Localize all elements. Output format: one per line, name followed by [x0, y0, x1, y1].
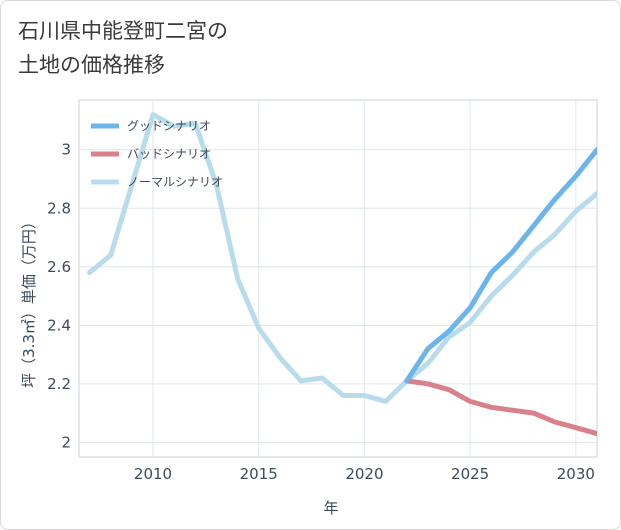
series-lines	[87, 112, 597, 437]
legend-label-0: グッドシナリオ	[127, 119, 211, 133]
y-tick-label: 2.8	[47, 199, 71, 217]
legend-label-1: バッドシナリオ	[127, 147, 211, 161]
y-axis-ticks: 2 2.2 2.4 2.6 2.8 3	[47, 141, 71, 452]
x-tick-label: 2025	[451, 465, 489, 483]
y-tick-label: 3	[61, 141, 71, 159]
x-axis-label: 年	[323, 499, 338, 517]
title-line-1: 石川県中能登町二宮の	[18, 19, 228, 43]
legend-label-2: ノーマルシナリオ	[127, 175, 223, 189]
y-tick-label: 2.2	[47, 375, 71, 393]
y-tick-label: 2.6	[47, 258, 71, 276]
series-line-0	[404, 147, 597, 384]
x-tick-label: 2030	[557, 465, 595, 483]
y-tick-label: 2.4	[47, 316, 71, 334]
x-tick-label: 2015	[240, 465, 278, 483]
x-tick-label: 2010	[134, 465, 172, 483]
x-tick-label: 2020	[345, 465, 383, 483]
y-axis-label: 坪（3.3㎡）単価（万円）	[20, 214, 38, 388]
series-line-1	[404, 378, 597, 437]
series-line-2	[87, 112, 597, 404]
page-title: 石川県中能登町二宮の 土地の価格推移	[18, 14, 228, 82]
x-axis-ticks: 2010 2015 2020 2025 2030	[134, 465, 595, 483]
y-tick-label: 2	[61, 433, 71, 451]
title-line-2: 土地の価格推移	[18, 53, 165, 77]
